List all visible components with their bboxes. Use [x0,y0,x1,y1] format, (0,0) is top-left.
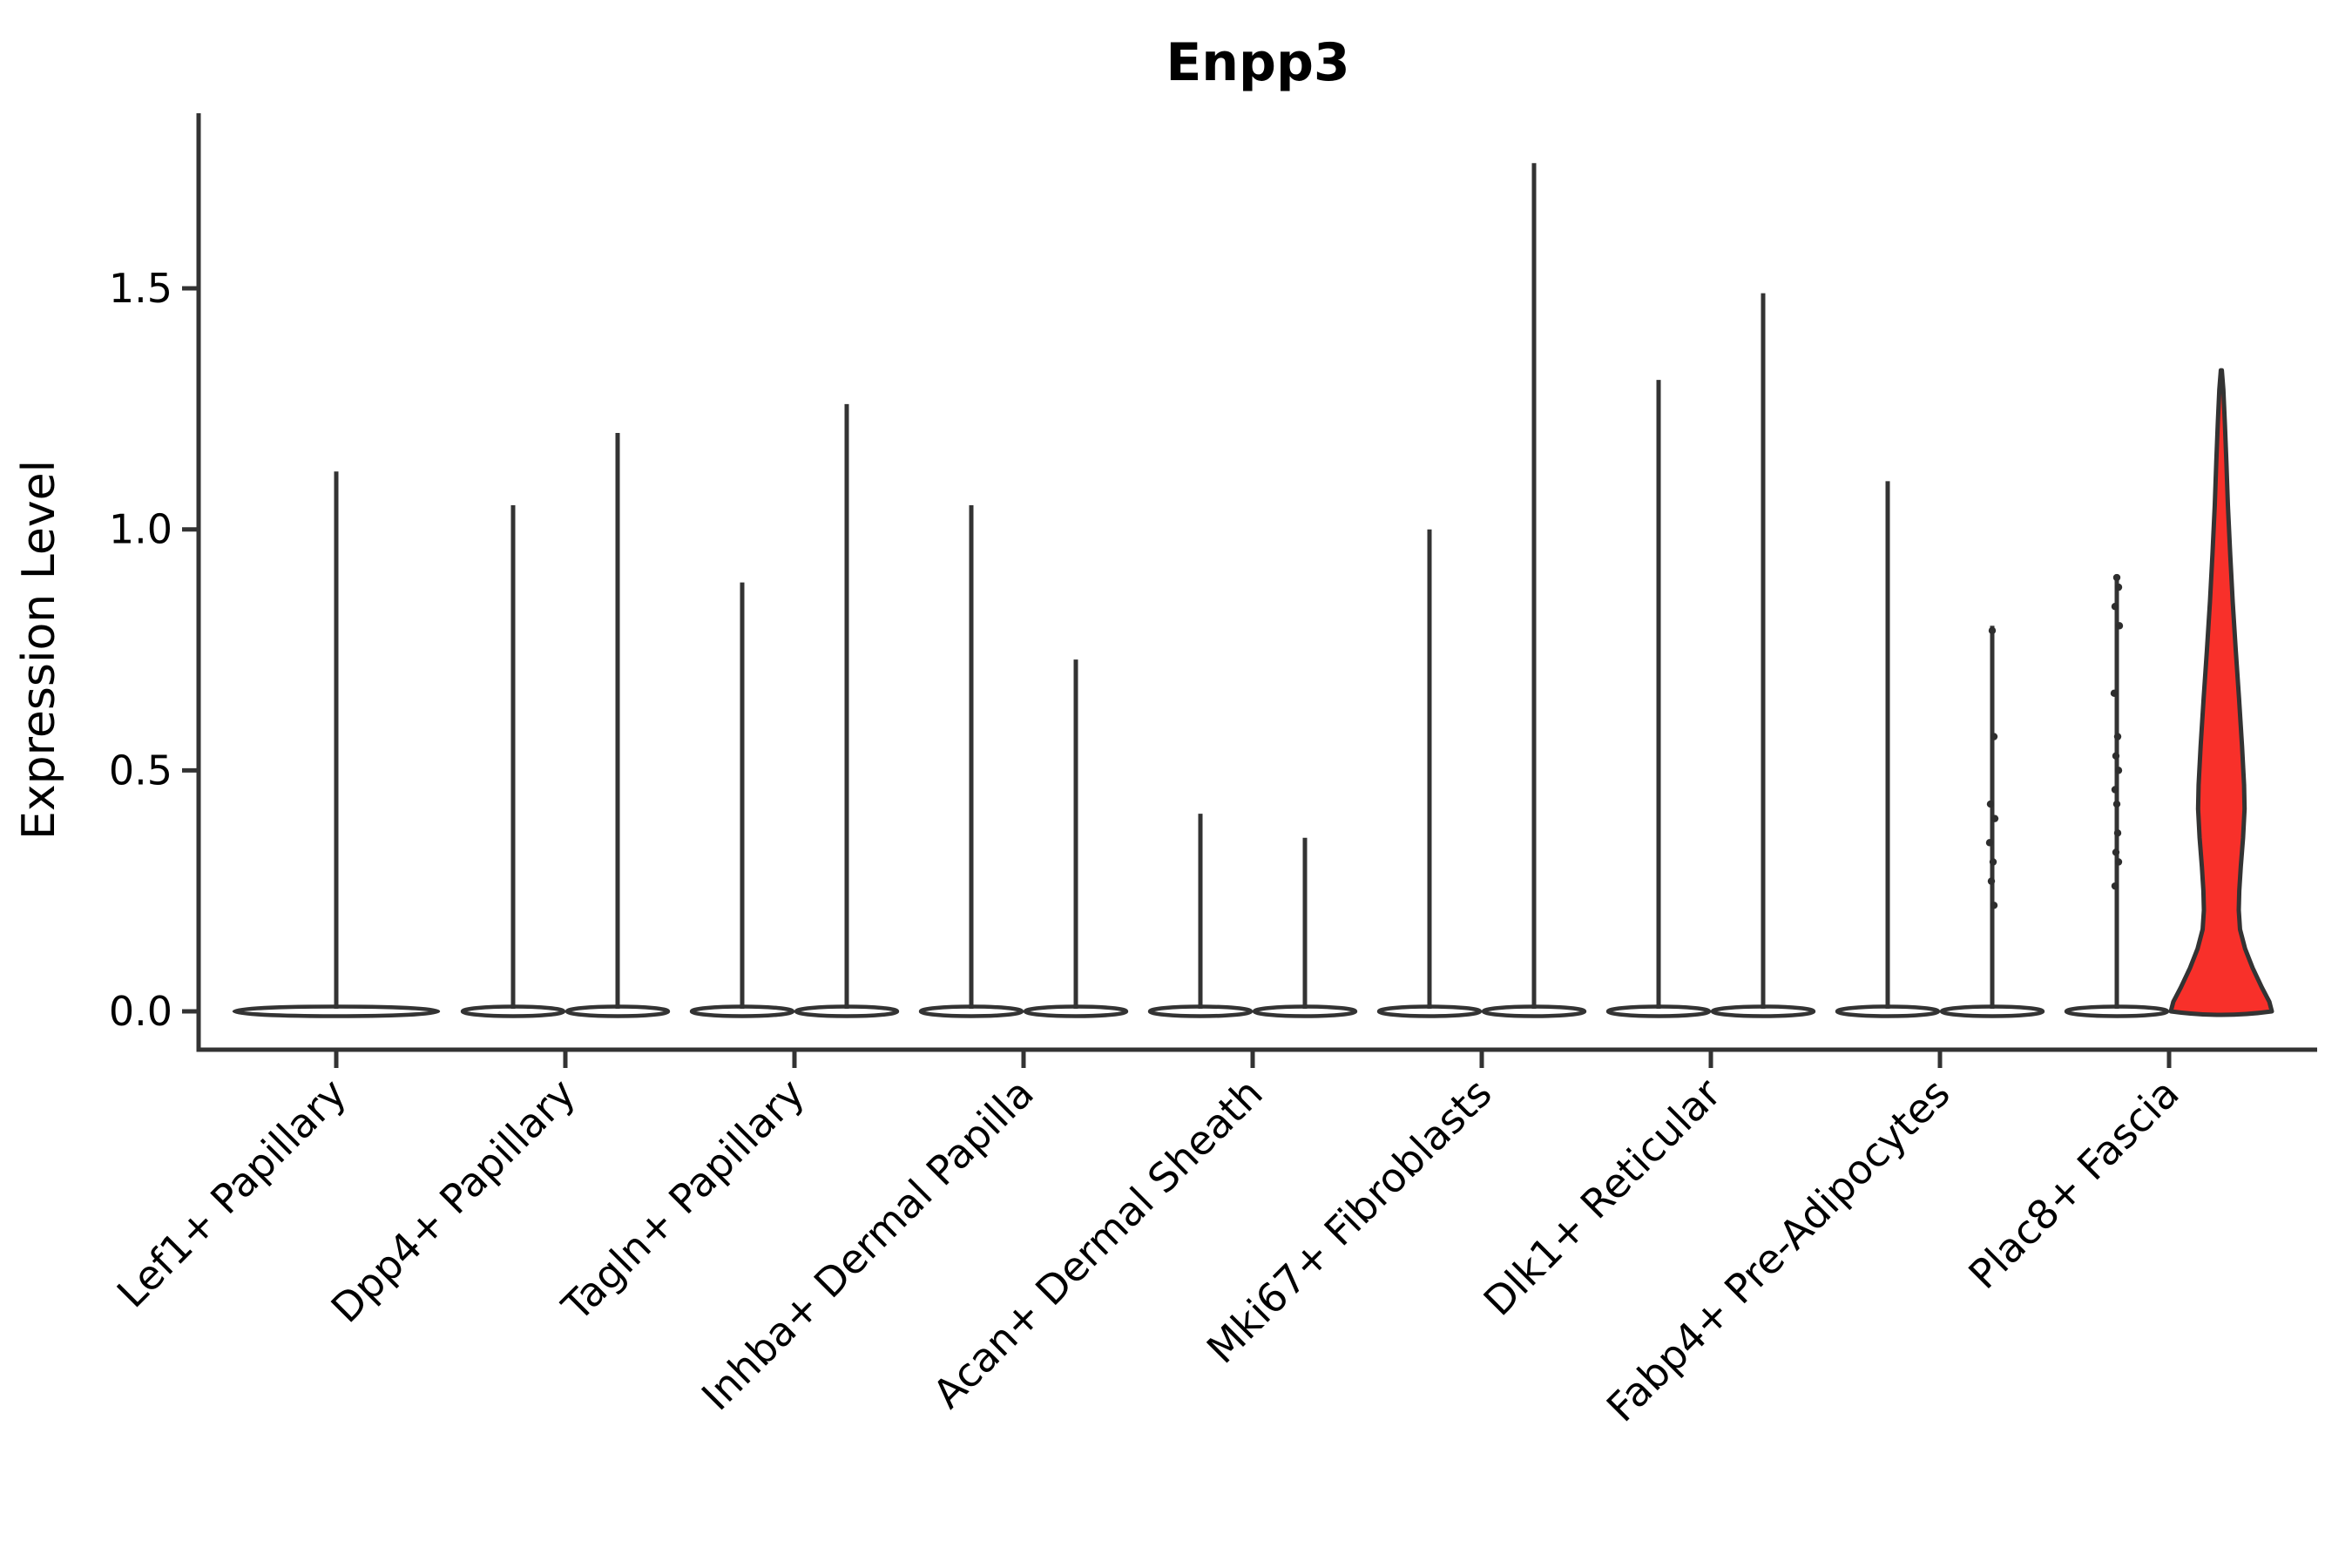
jitter-dot [2111,786,2119,794]
jitter-dot [2113,733,2122,740]
violin [918,505,1024,1018]
violin [460,505,566,1018]
axes-layer [182,113,2317,1068]
jitter-dot [1986,800,1995,808]
jitter-dot [1990,814,1999,822]
jitter-dot [2112,573,2121,582]
jitter-dot [2112,848,2120,856]
violin [1605,380,1712,1018]
jitter-dot [1989,858,1997,866]
jitter-dot [2112,752,2120,760]
violin [794,403,900,1018]
jitter-dot [1987,877,1996,885]
y-tick-label: 1.0 [109,506,172,553]
chart-title: Enpp3 [1166,32,1349,93]
y-tick-label: 1.5 [109,265,172,312]
violin [1376,529,1483,1018]
jitter-dot [2115,622,2124,630]
violin [1710,293,1816,1018]
jitter-dot [2111,603,2119,611]
violin [689,582,795,1018]
y-tick-label: 0.5 [109,747,172,794]
jitter-dot [2110,689,2119,698]
violin [1147,814,1254,1018]
jitter-dot [1990,733,1998,740]
jitter-dot [1990,902,1998,909]
violin [1939,625,2045,1018]
violin [1835,481,1941,1018]
violin [1252,837,1358,1018]
violin-body [2168,368,2274,1017]
y-axis-label: Expression Level [13,460,65,840]
jitter-dot [2114,858,2123,866]
violin [1481,163,1587,1018]
violin [564,433,671,1018]
jitter-dot [1988,626,1997,635]
jitter-dot [2114,583,2123,591]
violin [2064,573,2170,1018]
violin [1023,659,1129,1018]
violin-layer [232,163,2274,1018]
jitter-dot [2113,829,2122,837]
jitter-dot [1985,839,1994,847]
jitter-dot [2114,767,2123,774]
jitter-dot [2111,882,2119,890]
y-tick-label: 0.0 [109,988,172,1035]
violin-highlight [2168,368,2274,1017]
violin [232,471,441,1018]
jitter-dot [2112,800,2121,808]
